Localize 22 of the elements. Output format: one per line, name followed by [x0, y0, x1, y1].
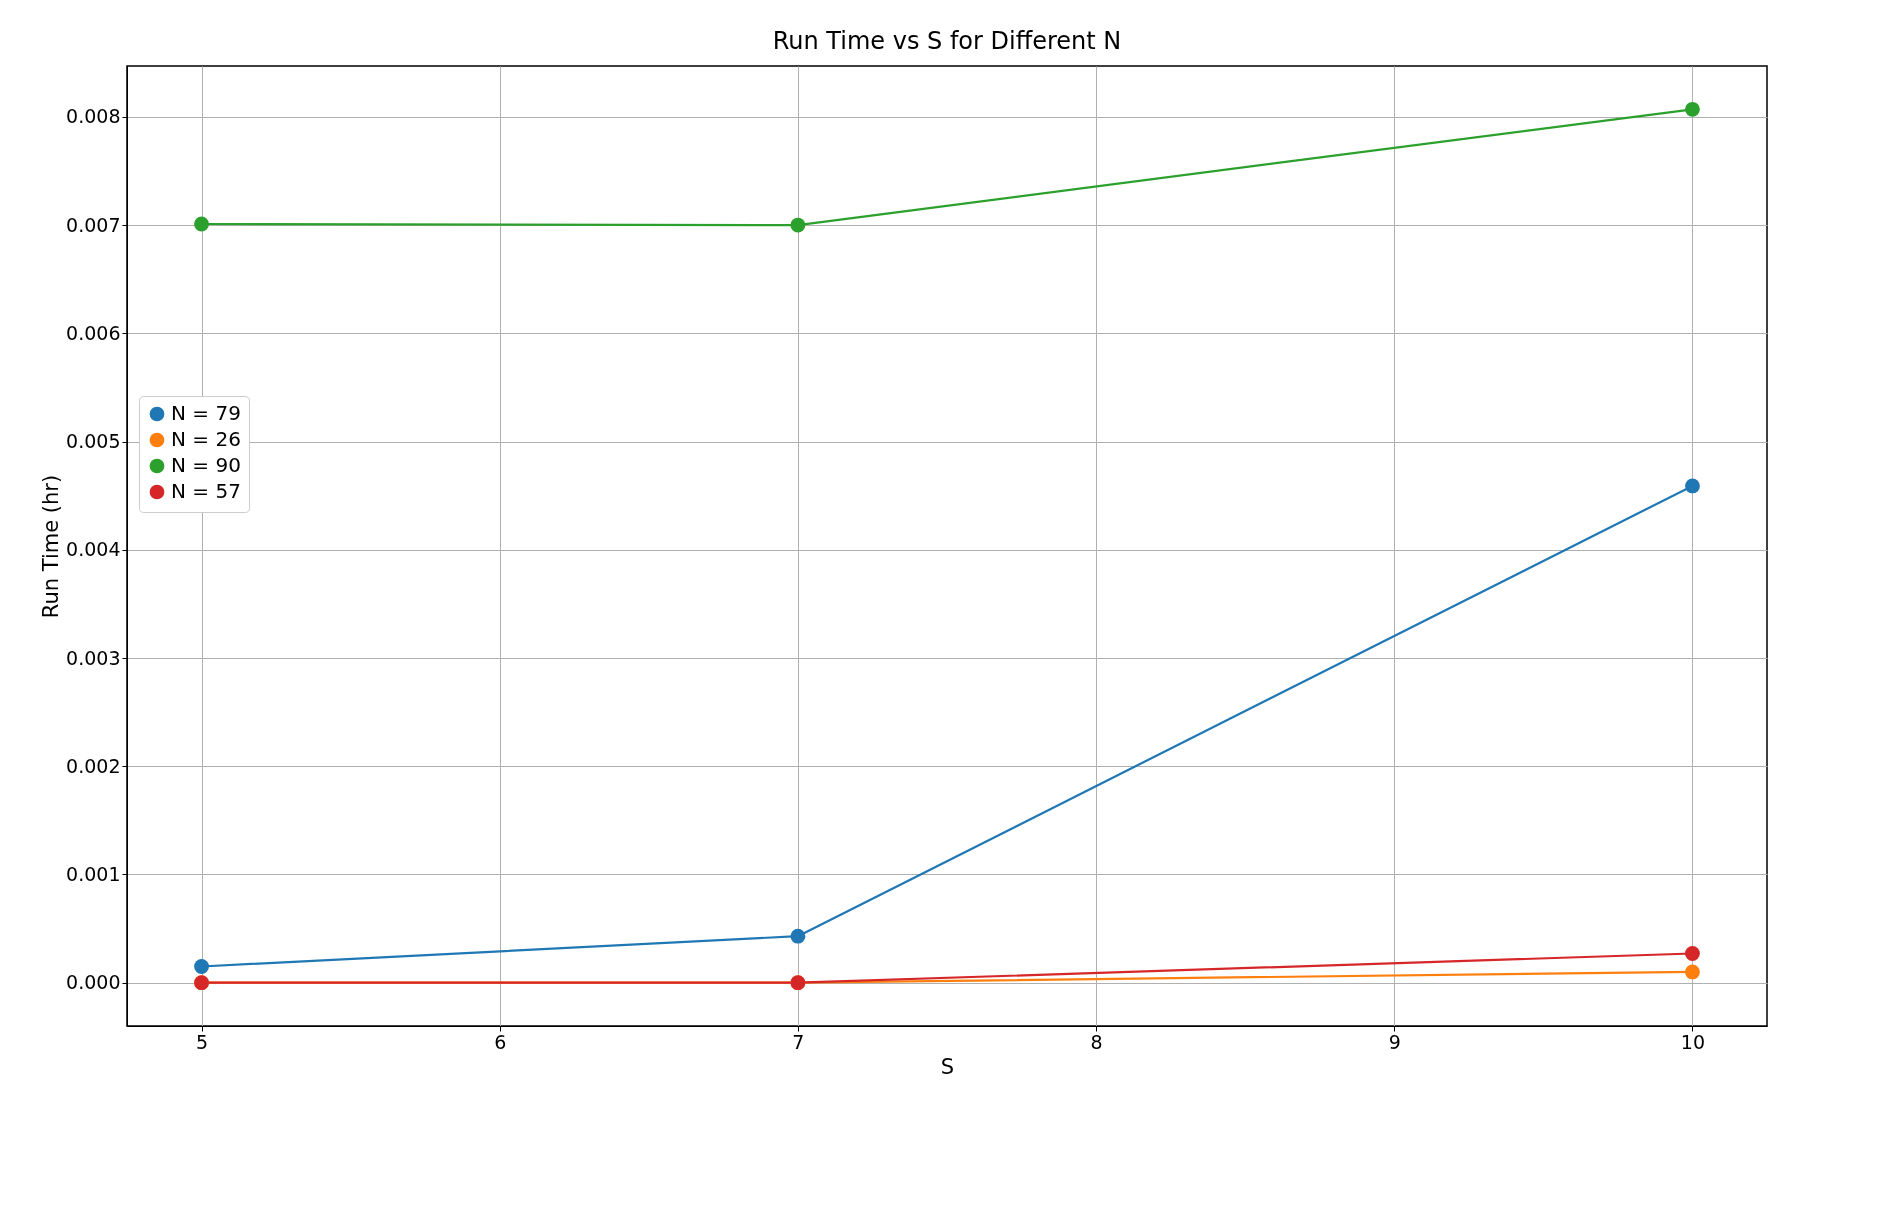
y-tick-label: 0.000	[66, 971, 121, 994]
y-tick-label: 0.003	[66, 646, 121, 669]
y-axis-title: Run Time (hr)	[39, 474, 64, 619]
y-tick-label: 0.007	[66, 213, 121, 236]
x-tick-label: 7	[792, 1030, 805, 1053]
y-tick-label: 0.002	[66, 754, 121, 777]
y-tick-label: 0.006	[66, 321, 121, 344]
x-tick-label: 10	[1680, 1030, 1706, 1053]
x-tick-label: 9	[1388, 1030, 1401, 1053]
x-axis-title: S	[940, 1054, 955, 1079]
legend-label: N = 26	[171, 427, 241, 451]
x-tick-label: 8	[1090, 1030, 1103, 1053]
legend-label: N = 79	[171, 401, 241, 425]
y-tick-label: 0.008	[66, 105, 121, 128]
y-tick-label: 0.004	[66, 538, 121, 561]
y-tick-label: 0.001	[66, 862, 121, 885]
legend-label: N = 90	[171, 453, 241, 477]
x-tick-label: 6	[494, 1030, 507, 1053]
legend-label: N = 57	[171, 479, 241, 503]
x-tick-label: 5	[196, 1030, 209, 1053]
chart-title: Run Time vs S for Different N	[772, 27, 1122, 55]
y-tick-label: 0.005	[66, 430, 121, 453]
